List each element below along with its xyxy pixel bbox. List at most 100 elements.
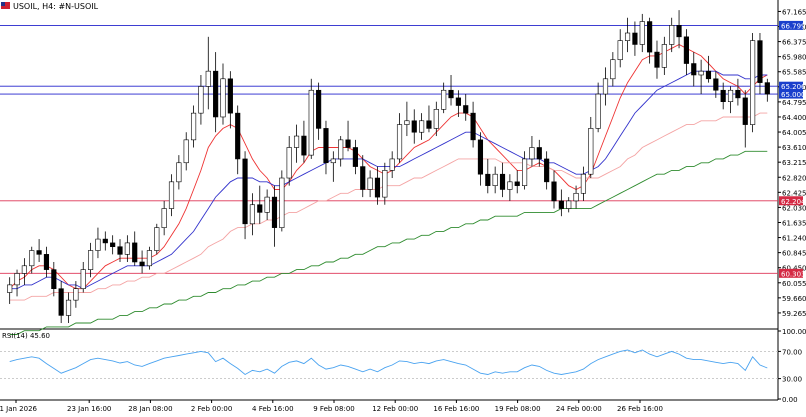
candle-body[interactable] <box>271 196 278 228</box>
candle-body[interactable] <box>51 269 57 289</box>
candle-body[interactable] <box>580 173 587 194</box>
candle-body[interactable] <box>419 120 425 133</box>
candle-body[interactable] <box>764 82 770 95</box>
candle-body[interactable] <box>632 32 638 45</box>
candle-body[interactable] <box>58 288 64 316</box>
candle-body[interactable] <box>21 265 27 274</box>
candle-body[interactable] <box>345 139 351 148</box>
candle-body[interactable] <box>463 105 469 114</box>
candle-body[interactable] <box>441 89 447 110</box>
candle-body[interactable] <box>492 173 498 186</box>
candle-body[interactable] <box>720 89 726 102</box>
candle-body[interactable] <box>698 70 704 76</box>
candle-body[interactable] <box>389 158 395 171</box>
candle-body[interactable] <box>117 246 123 255</box>
candle-body[interactable] <box>213 70 219 118</box>
candle-body[interactable] <box>198 86 204 114</box>
candle-body[interactable] <box>426 120 432 129</box>
candle-body[interactable] <box>485 173 491 186</box>
candle-body[interactable] <box>602 78 609 95</box>
candle-body[interactable] <box>470 112 476 141</box>
candle-body[interactable] <box>132 242 138 263</box>
candle-body[interactable] <box>617 40 623 61</box>
candle-body[interactable] <box>757 40 763 83</box>
candle-body[interactable] <box>404 120 410 125</box>
candle-body[interactable] <box>257 204 263 213</box>
candle-body[interactable] <box>80 269 86 289</box>
candle-body[interactable] <box>88 250 94 270</box>
candle-body[interactable] <box>227 78 233 114</box>
candle-body[interactable] <box>205 70 211 87</box>
candle-body[interactable] <box>14 273 20 286</box>
candle-body[interactable] <box>522 158 528 186</box>
candle-body[interactable] <box>514 181 520 186</box>
candle-body[interactable] <box>411 120 417 133</box>
candle-body[interactable] <box>367 177 373 190</box>
candle-body[interactable] <box>705 70 712 80</box>
candle-body[interactable] <box>338 139 344 160</box>
candle-body[interactable] <box>529 147 535 160</box>
candle-body[interactable] <box>124 242 130 255</box>
candle-body[interactable] <box>676 25 682 38</box>
candle-body[interactable] <box>36 250 42 255</box>
candle-body[interactable] <box>29 250 35 267</box>
candle-body[interactable] <box>183 139 189 164</box>
candle-body[interactable] <box>647 21 653 53</box>
candle-body[interactable] <box>323 128 329 164</box>
candle-body[interactable] <box>352 147 358 167</box>
candle-body[interactable] <box>661 44 667 68</box>
candle-body[interactable] <box>654 51 660 68</box>
candle-body[interactable] <box>624 32 631 41</box>
candle-body[interactable] <box>7 284 13 293</box>
candle-body[interactable] <box>433 109 439 129</box>
candle-body[interactable] <box>544 158 550 183</box>
candle-body[interactable] <box>264 196 270 213</box>
candle-body[interactable] <box>595 93 601 129</box>
candle-body[interactable] <box>669 25 675 45</box>
candle-body[interactable] <box>750 40 756 125</box>
candle-body[interactable] <box>551 181 557 202</box>
candle-body[interactable] <box>65 299 72 316</box>
candle-body[interactable] <box>242 158 248 225</box>
candle-body[interactable] <box>610 59 616 80</box>
candle-body[interactable] <box>301 135 307 156</box>
candle-body[interactable] <box>448 89 454 99</box>
candle-body[interactable] <box>499 173 506 190</box>
candle-body[interactable] <box>455 97 461 106</box>
candle-body[interactable] <box>374 177 381 198</box>
candle-body[interactable] <box>558 200 564 209</box>
candle-body[interactable] <box>507 181 513 190</box>
candle-body[interactable] <box>316 89 322 129</box>
candle-body[interactable] <box>588 128 594 175</box>
candle-body[interactable] <box>190 112 197 141</box>
candle-body[interactable] <box>95 238 101 251</box>
candle-body[interactable] <box>139 261 145 267</box>
candle-body[interactable] <box>573 192 579 202</box>
candle-body[interactable] <box>691 63 697 76</box>
candle-body[interactable] <box>102 238 108 244</box>
candle-body[interactable] <box>154 227 160 251</box>
candle-body[interactable] <box>176 162 182 183</box>
candle-body[interactable] <box>742 97 748 125</box>
candle-body[interactable] <box>683 36 689 64</box>
candle-body[interactable] <box>382 170 388 198</box>
candle-body[interactable] <box>566 200 572 209</box>
candle-body[interactable] <box>639 21 645 45</box>
candle-body[interactable] <box>279 177 285 228</box>
candle-body[interactable] <box>727 89 734 102</box>
candle-body[interactable] <box>330 158 336 164</box>
candle-body[interactable] <box>713 78 719 91</box>
candle-body[interactable] <box>235 112 241 160</box>
candle-body[interactable] <box>249 204 255 225</box>
candle-body[interactable] <box>168 181 175 209</box>
candle-body[interactable] <box>536 147 542 160</box>
candle-body[interactable] <box>110 242 116 248</box>
candle-body[interactable] <box>146 250 153 267</box>
candle-body[interactable] <box>220 78 226 118</box>
candle-body[interactable] <box>396 124 403 160</box>
candle-body[interactable] <box>161 208 167 228</box>
candle-body[interactable] <box>360 166 366 190</box>
candle-body[interactable] <box>286 147 292 179</box>
candle-body[interactable] <box>293 135 300 148</box>
